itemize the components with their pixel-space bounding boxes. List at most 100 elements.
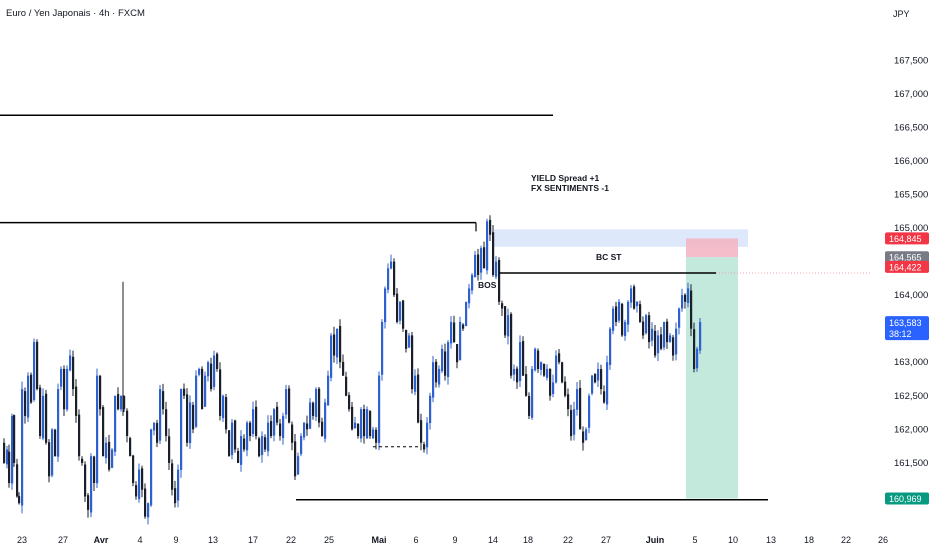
candle-body xyxy=(264,437,267,450)
candle-body xyxy=(426,422,429,448)
x-tick-label: 13 xyxy=(766,535,776,545)
candle-body xyxy=(303,422,306,438)
candle-body xyxy=(60,368,63,387)
candle-body xyxy=(675,328,678,355)
candle-body xyxy=(288,388,291,423)
candle-body xyxy=(459,321,462,361)
zones-layer xyxy=(494,229,748,499)
y-tick-label: 167,000 xyxy=(894,89,928,100)
candle-body xyxy=(309,402,312,429)
candle-body xyxy=(471,275,474,291)
candle-body xyxy=(177,469,180,501)
badge-target-text: 160,969 xyxy=(889,494,922,504)
candle-body xyxy=(342,361,345,376)
candle-body xyxy=(66,368,69,410)
candle-body xyxy=(687,288,690,303)
annotations-layer: YIELD Spread +1FX SENTIMENTS -1 BOS BC ST xyxy=(478,173,622,290)
candle-body xyxy=(267,422,270,452)
candle-body xyxy=(318,388,321,423)
candle-body xyxy=(261,436,264,455)
candle-body xyxy=(201,368,204,410)
candle-body xyxy=(366,409,369,439)
candle-body xyxy=(312,402,315,416)
candle-body xyxy=(138,469,141,500)
candle-body xyxy=(393,261,396,296)
candle-body xyxy=(291,424,294,443)
candle-body xyxy=(45,393,48,443)
annotation-fx-sentiments: FX SENTIMENTS -1 xyxy=(531,183,609,193)
candle-body xyxy=(669,335,672,342)
x-tick-label: 22 xyxy=(286,535,296,545)
candle-body xyxy=(345,376,348,396)
y-tick-label: 162,000 xyxy=(894,424,928,435)
candle-body xyxy=(6,449,9,465)
candle-body xyxy=(348,395,351,410)
candle-body xyxy=(48,442,51,477)
badge-current-price xyxy=(885,316,929,341)
candle-body xyxy=(630,288,633,303)
candle-body xyxy=(183,388,186,396)
candle-body xyxy=(435,361,438,383)
candle-body xyxy=(678,308,681,328)
candle-body xyxy=(603,391,606,403)
y-tick-label: 166,500 xyxy=(894,122,928,133)
candle-body xyxy=(141,468,144,490)
candle-body xyxy=(606,362,609,405)
candle-body xyxy=(198,368,201,375)
badge-entry xyxy=(885,251,929,264)
candle-body xyxy=(567,394,570,410)
candle-body xyxy=(624,321,627,336)
candle-body xyxy=(315,389,318,417)
candle-body xyxy=(375,429,378,443)
candle-body xyxy=(129,438,132,457)
candle-body xyxy=(13,415,16,463)
candle-body xyxy=(213,355,216,387)
candle-body xyxy=(570,409,573,437)
annotation-bc-st: BC ST xyxy=(596,252,622,262)
candle-body xyxy=(360,409,363,439)
candle-body xyxy=(147,503,150,518)
candle-body xyxy=(453,322,456,343)
candle-body xyxy=(582,431,585,443)
candle-body xyxy=(534,348,537,371)
candle-body xyxy=(234,420,237,450)
candle-body xyxy=(612,308,615,331)
candle-body xyxy=(519,342,522,382)
candle-body xyxy=(474,254,477,278)
candle-body xyxy=(645,315,648,334)
x-tick-label: Avr xyxy=(94,535,109,545)
candle-body xyxy=(189,402,192,444)
y-tick-label: 161,500 xyxy=(894,458,928,469)
candle-body xyxy=(429,395,432,424)
candle-body xyxy=(432,362,435,398)
annotation-bos: BOS xyxy=(478,280,497,290)
x-tick-label: 5 xyxy=(692,535,697,545)
candle-body xyxy=(96,375,99,484)
candle-body xyxy=(543,363,546,376)
candle-body xyxy=(660,334,663,349)
candle-body xyxy=(120,395,123,410)
candle-body xyxy=(87,495,90,510)
x-tick-label: Mai xyxy=(371,535,386,545)
badge-target xyxy=(885,492,929,505)
candle-body xyxy=(207,362,210,377)
candle-body xyxy=(633,286,636,309)
candle-body xyxy=(495,261,498,277)
candle-body xyxy=(270,421,273,437)
candle-body xyxy=(354,422,357,429)
candle-body xyxy=(420,420,423,443)
candle-body xyxy=(174,488,177,504)
candle-body xyxy=(276,406,279,423)
candle-body xyxy=(204,375,207,407)
candle-body xyxy=(249,422,252,437)
candle-body xyxy=(555,355,558,383)
candle-body xyxy=(441,348,444,372)
badge-last-level xyxy=(885,260,929,273)
candle-body xyxy=(111,449,114,468)
candle-body xyxy=(216,353,219,369)
candle-body xyxy=(639,304,642,322)
candle-body xyxy=(621,303,624,336)
candle-body xyxy=(294,441,297,477)
candle-body xyxy=(108,441,111,470)
